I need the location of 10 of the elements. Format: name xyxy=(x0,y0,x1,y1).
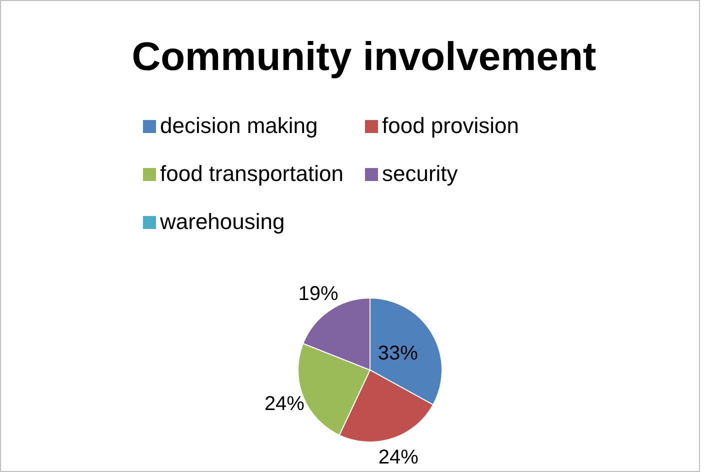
data-label: 19% xyxy=(298,282,339,305)
legend-label: decision making xyxy=(160,113,318,139)
chart-title: Community involvement xyxy=(130,35,598,80)
legend-label: food transportation xyxy=(160,161,344,187)
legend-label: food provision xyxy=(382,113,519,139)
legend-label: warehousing xyxy=(160,209,285,235)
data-label: 33% xyxy=(378,342,418,365)
data-label: 24% xyxy=(264,392,305,415)
data-label: 24% xyxy=(378,446,419,468)
legend-label: security xyxy=(382,161,458,187)
